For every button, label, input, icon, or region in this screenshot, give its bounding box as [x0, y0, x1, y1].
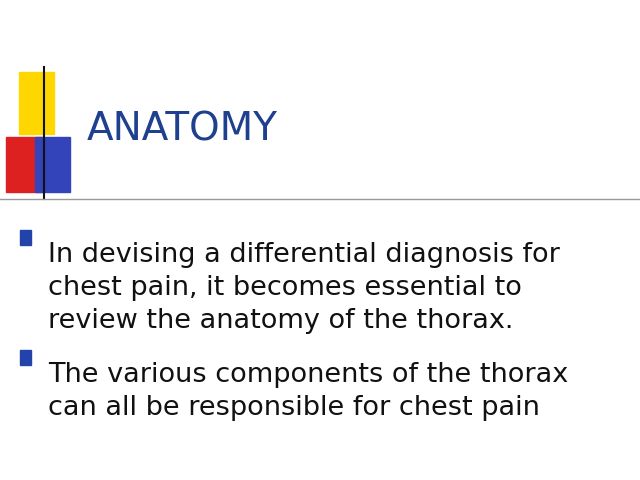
Bar [20, 350, 31, 365]
Text: In devising a differential diagnosis for
chest pain, it becomes essential to
rev: In devising a differential diagnosis for… [48, 242, 560, 335]
Bar [19, 72, 54, 134]
Text: ANATOMY: ANATOMY [86, 110, 277, 149]
Text: The various components of the thorax
can all be responsible for chest pain: The various components of the thorax can… [48, 362, 568, 421]
Bar [35, 137, 70, 192]
Bar [6, 137, 42, 192]
Bar [20, 230, 31, 245]
